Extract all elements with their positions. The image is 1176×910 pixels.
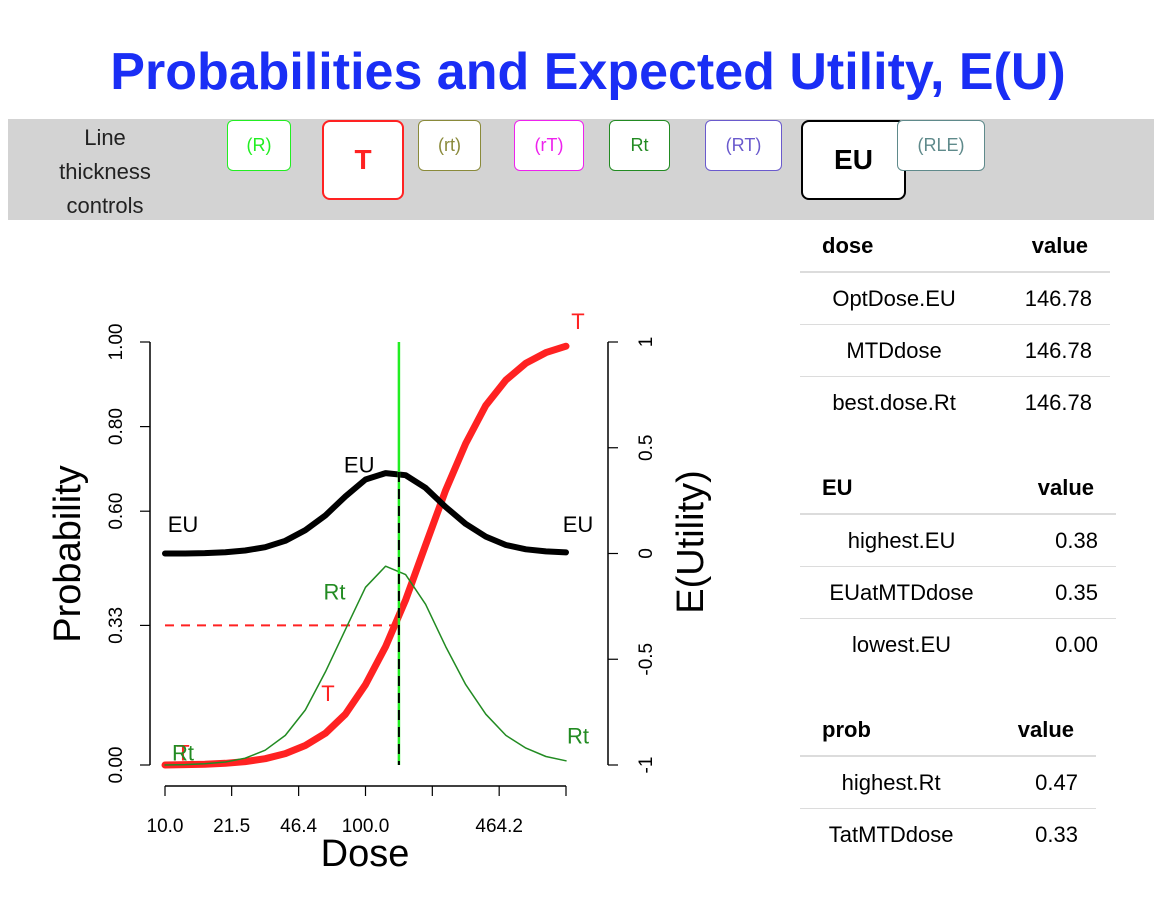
toggle-rt-button[interactable]: (rt) (418, 120, 481, 171)
series-lines (161, 342, 570, 769)
toggle-RLE-button[interactable]: (RLE) (897, 120, 985, 171)
toggle-rT-button[interactable]: (rT) (514, 120, 584, 171)
row-value: 146.78 (988, 272, 1110, 325)
curve-label: T (321, 681, 334, 706)
y2-tick-label: 0 (636, 548, 657, 559)
y-axis-ticks: 0.00 0.33 0.60 0.80 1.00 (106, 324, 150, 784)
row-name: highest.EU (800, 514, 1004, 567)
row-name: EUatMTDdose (800, 566, 1004, 619)
table-row: highest.EU 0.38 (800, 514, 1116, 567)
y-tick-label: 0.60 (106, 493, 127, 530)
x-tick-label: 100.0 (342, 816, 390, 837)
y2-tick-label: 0.5 (636, 435, 657, 461)
row-value: 0.35 (1003, 566, 1116, 619)
table-row: best.dose.Rt 146.78 (800, 377, 1110, 429)
table-row: MTDdose 146.78 (800, 324, 1110, 377)
x-tick-label: 464.2 (475, 816, 523, 837)
curve-label: EU (563, 512, 594, 537)
row-name: MTDdose (800, 324, 989, 377)
prob-table: prob value highest.Rt 0.47 TatMTDdose 0.33 (800, 705, 1096, 860)
eu-table-header-name: EU (800, 463, 1004, 515)
row-value: 146.78 (988, 324, 1110, 377)
y2-tick-label: -1 (636, 757, 657, 774)
eu-table-header-value: value (1003, 463, 1116, 515)
y2-tick-label: 1 (636, 337, 657, 348)
dose-table-header-value: value (988, 221, 1110, 273)
toggle-EU-button[interactable]: EU (801, 120, 906, 200)
y-tick-label: 1.00 (106, 324, 127, 361)
y-tick-label: 0.33 (106, 607, 127, 644)
curve-label: T (571, 309, 584, 334)
table-row: lowest.EU 0.00 (800, 619, 1116, 671)
probability-eu-chart: 10.0 21.5 46.4 100.0 464.2 0.00 0.33 0.60 0.80 1… (47, 309, 712, 875)
x-axis-title: Dose (321, 833, 410, 875)
y2-tick-label: -0.5 (636, 643, 657, 676)
dose-table-header-name: dose (800, 221, 989, 273)
table-row: highest.Rt 0.47 (800, 756, 1096, 809)
x-tick-label: 10.0 (147, 816, 184, 837)
series-t-line (161, 342, 570, 769)
curve-label: Rt (323, 580, 345, 605)
series-eu-line (162, 470, 569, 557)
x-tick-label: 21.5 (213, 816, 250, 837)
line-thickness-label: Line thickness controls (30, 121, 180, 223)
curve-label: Rt (567, 723, 589, 748)
table-row: TatMTDdose 0.33 (800, 809, 1096, 861)
curve-label: EU (168, 512, 199, 537)
row-value: 0.38 (1003, 514, 1116, 567)
row-value: 0.00 (1055, 631, 1098, 657)
table-row: EUatMTDdose 0.35 (800, 566, 1116, 619)
y2-axis-title: E(Utility) (670, 470, 712, 614)
row-value: 0.33 (1035, 821, 1078, 847)
curve-label: T (176, 740, 189, 765)
curve-label: Rt (172, 740, 194, 765)
x-tick-label: 46.4 (280, 816, 317, 837)
row-name: highest.Rt (800, 756, 983, 809)
label-line-2: thickness (59, 159, 151, 184)
y-tick-label: 0.80 (106, 408, 127, 445)
y2-axis-ticks: -1 -0.5 0 0.5 1 (608, 337, 657, 774)
row-name: best.dose.Rt (832, 389, 956, 415)
curve-label: EU (344, 453, 375, 478)
row-name: TatMTDdose (828, 821, 954, 847)
dose-table: dose value OptDose.EU 146.78 MTDdose 146.7… (800, 221, 1110, 428)
table-row: OptDose.EU 146.78 (800, 272, 1110, 325)
toggle-T-button[interactable]: T (322, 120, 404, 200)
page-title: Probabilities and Expected Utility, E(U) (110, 43, 1066, 101)
toggle-Rt-button[interactable]: Rt (609, 120, 670, 171)
row-value: 146.78 (1024, 389, 1092, 415)
x-axis-ticks: 10.0 21.5 46.4 100.0 464.2 (147, 786, 567, 837)
line-thickness-controls-bar: Line thickness controls (R) T (rt) (rT) … (8, 119, 1154, 220)
row-name: OptDose.EU (800, 272, 989, 325)
toggle-R-button[interactable]: (R) (227, 120, 291, 171)
toggle-RT-button[interactable]: (RT) (705, 120, 782, 171)
label-line-1: Line (84, 125, 126, 150)
label-line-3: controls (66, 193, 144, 218)
prob-table-header-value: value (982, 705, 1096, 757)
y-tick-label: 0.00 (106, 747, 127, 784)
series-rt-line (164, 565, 567, 766)
eu-table: EU value highest.EU 0.38 EUatMTDdose 0.35 … (800, 463, 1116, 670)
row-name: lowest.EU (852, 631, 952, 657)
row-value: 0.47 (982, 756, 1096, 809)
prob-table-header-name: prob (800, 705, 983, 757)
y-axis-title: Probability (47, 465, 89, 642)
